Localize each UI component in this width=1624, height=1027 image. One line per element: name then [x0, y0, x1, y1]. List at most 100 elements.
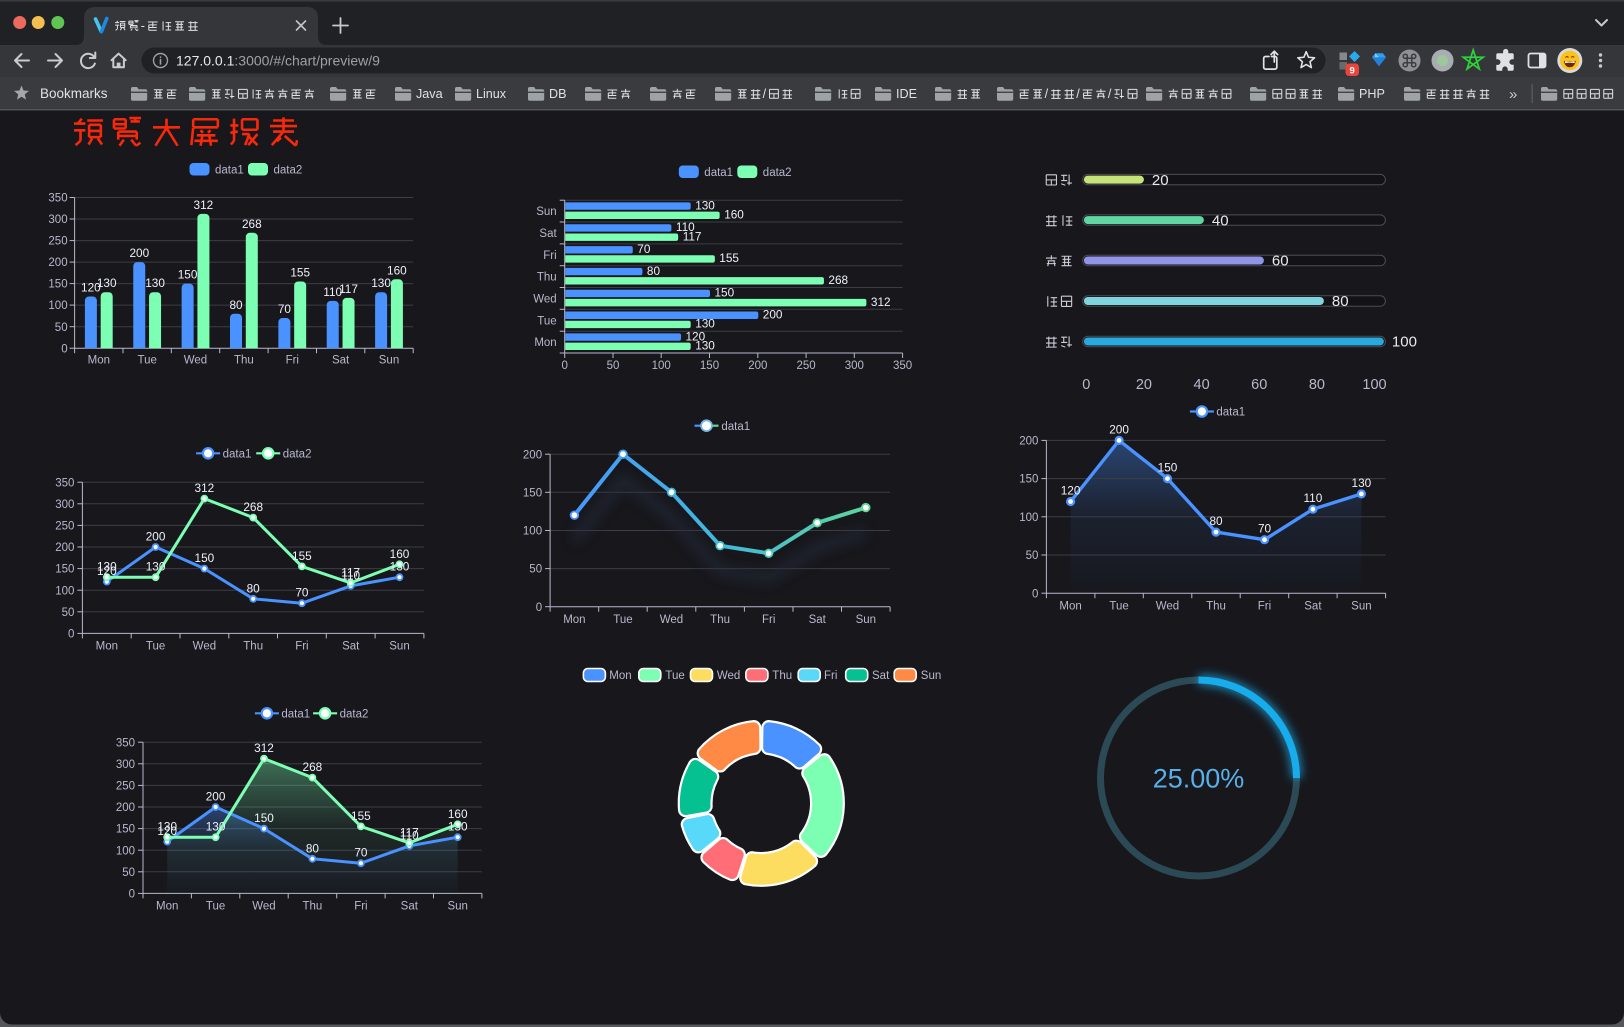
svg-text:130: 130: [390, 560, 410, 574]
svg-text:data1: data1: [281, 708, 310, 720]
svg-text:data2: data2: [763, 167, 792, 179]
svg-text:Sun: Sun: [536, 206, 556, 218]
svg-text:130: 130: [145, 276, 165, 290]
svg-text:»: »: [1509, 86, 1517, 103]
svg-text:117: 117: [341, 565, 360, 579]
svg-text:160: 160: [390, 547, 410, 561]
svg-text:/: /: [763, 87, 767, 101]
svg-text:250: 250: [48, 236, 67, 248]
svg-text:80: 80: [247, 581, 261, 595]
svg-text:70: 70: [637, 242, 651, 256]
svg-text:130: 130: [97, 560, 117, 574]
svg-text:110: 110: [1303, 491, 1322, 505]
svg-text:300: 300: [48, 214, 67, 226]
svg-text:117: 117: [339, 282, 358, 296]
svg-text:Wed: Wed: [184, 355, 207, 367]
svg-text:250: 250: [797, 360, 816, 372]
svg-text:Fri: Fri: [286, 355, 299, 367]
svg-text:Fri: Fri: [543, 250, 556, 262]
svg-text:0: 0: [536, 602, 542, 614]
svg-text:Java: Java: [416, 87, 443, 101]
svg-text:0: 0: [61, 343, 67, 355]
svg-text:150: 150: [55, 564, 74, 576]
svg-text:Wed: Wed: [660, 614, 683, 626]
svg-text:Sun: Sun: [921, 670, 941, 682]
svg-text:Fri: Fri: [762, 614, 775, 626]
svg-text:70: 70: [295, 586, 309, 600]
svg-text:155: 155: [290, 266, 310, 280]
svg-text:Thu: Thu: [710, 614, 730, 626]
svg-text:200: 200: [129, 246, 149, 260]
svg-text:data2: data2: [340, 708, 369, 720]
svg-text:Linux: Linux: [476, 87, 507, 101]
svg-text:Thu: Thu: [243, 641, 263, 653]
svg-text:312: 312: [871, 295, 891, 309]
svg-text:200: 200: [763, 308, 783, 322]
svg-text:250: 250: [55, 521, 74, 533]
svg-text:200: 200: [748, 360, 767, 372]
svg-text:Tue: Tue: [665, 670, 684, 682]
svg-text:70: 70: [354, 846, 368, 860]
svg-text:Thu: Thu: [1206, 601, 1226, 613]
svg-text:0: 0: [129, 889, 135, 901]
svg-text:0: 0: [561, 360, 567, 372]
svg-text:Mon: Mon: [88, 355, 110, 367]
svg-text:80: 80: [647, 264, 661, 278]
svg-text:Mon: Mon: [609, 670, 631, 682]
svg-text:130: 130: [1352, 476, 1372, 490]
svg-text:155: 155: [292, 549, 312, 563]
svg-text:0: 0: [68, 629, 74, 641]
svg-text:110: 110: [341, 568, 360, 582]
svg-text:268: 268: [242, 217, 262, 231]
svg-text:Wed: Wed: [1156, 601, 1179, 613]
svg-text:300: 300: [845, 360, 864, 372]
svg-text:50: 50: [1026, 550, 1039, 562]
svg-text:25.00%: 25.00%: [1153, 764, 1245, 794]
svg-text:120: 120: [686, 329, 706, 343]
svg-text:/: /: [1076, 87, 1080, 101]
svg-text:200: 200: [523, 449, 542, 461]
svg-text:Thu: Thu: [772, 670, 792, 682]
svg-text:150: 150: [715, 286, 735, 300]
svg-text:150: 150: [116, 824, 135, 836]
svg-text:Sun: Sun: [1351, 601, 1371, 613]
svg-text:60: 60: [1272, 253, 1289, 270]
svg-text:Sat: Sat: [539, 228, 557, 240]
svg-text:Fri: Fri: [824, 670, 837, 682]
svg-text:Mon: Mon: [96, 641, 118, 653]
svg-text:Sat: Sat: [332, 355, 350, 367]
svg-text:160: 160: [448, 807, 468, 821]
svg-text:268: 268: [303, 760, 323, 774]
svg-text:50: 50: [62, 607, 75, 619]
svg-text:300: 300: [55, 499, 74, 511]
svg-text:200: 200: [146, 530, 166, 544]
svg-text:150: 150: [1019, 474, 1038, 486]
svg-text:130: 130: [448, 820, 468, 834]
svg-text:Wed: Wed: [252, 901, 275, 913]
svg-text:Thu: Thu: [537, 272, 557, 284]
svg-text:110: 110: [323, 285, 342, 299]
svg-text:-: -: [141, 19, 145, 33]
svg-text:Wed: Wed: [193, 641, 216, 653]
svg-text:80: 80: [1332, 293, 1349, 310]
svg-text:data1: data1: [721, 421, 750, 433]
svg-text:Sat: Sat: [872, 670, 890, 682]
svg-text:Sat: Sat: [1304, 601, 1322, 613]
svg-text:100: 100: [1362, 377, 1386, 393]
svg-text:data1: data1: [704, 167, 733, 179]
svg-text:200: 200: [116, 802, 135, 814]
svg-text:Sun: Sun: [389, 641, 409, 653]
svg-text:120: 120: [97, 564, 117, 578]
svg-text:130: 130: [695, 198, 715, 212]
svg-text:268: 268: [243, 500, 263, 514]
svg-text:200: 200: [206, 790, 226, 804]
svg-text:130: 130: [695, 339, 715, 353]
svg-text:130: 130: [206, 820, 226, 834]
svg-text:100: 100: [116, 845, 135, 857]
svg-text:Mon: Mon: [156, 901, 178, 913]
svg-text:Fri: Fri: [354, 901, 367, 913]
svg-text:150: 150: [254, 811, 274, 825]
svg-text:Thu: Thu: [302, 901, 322, 913]
svg-text:350: 350: [893, 360, 912, 372]
svg-text:350: 350: [55, 477, 74, 489]
